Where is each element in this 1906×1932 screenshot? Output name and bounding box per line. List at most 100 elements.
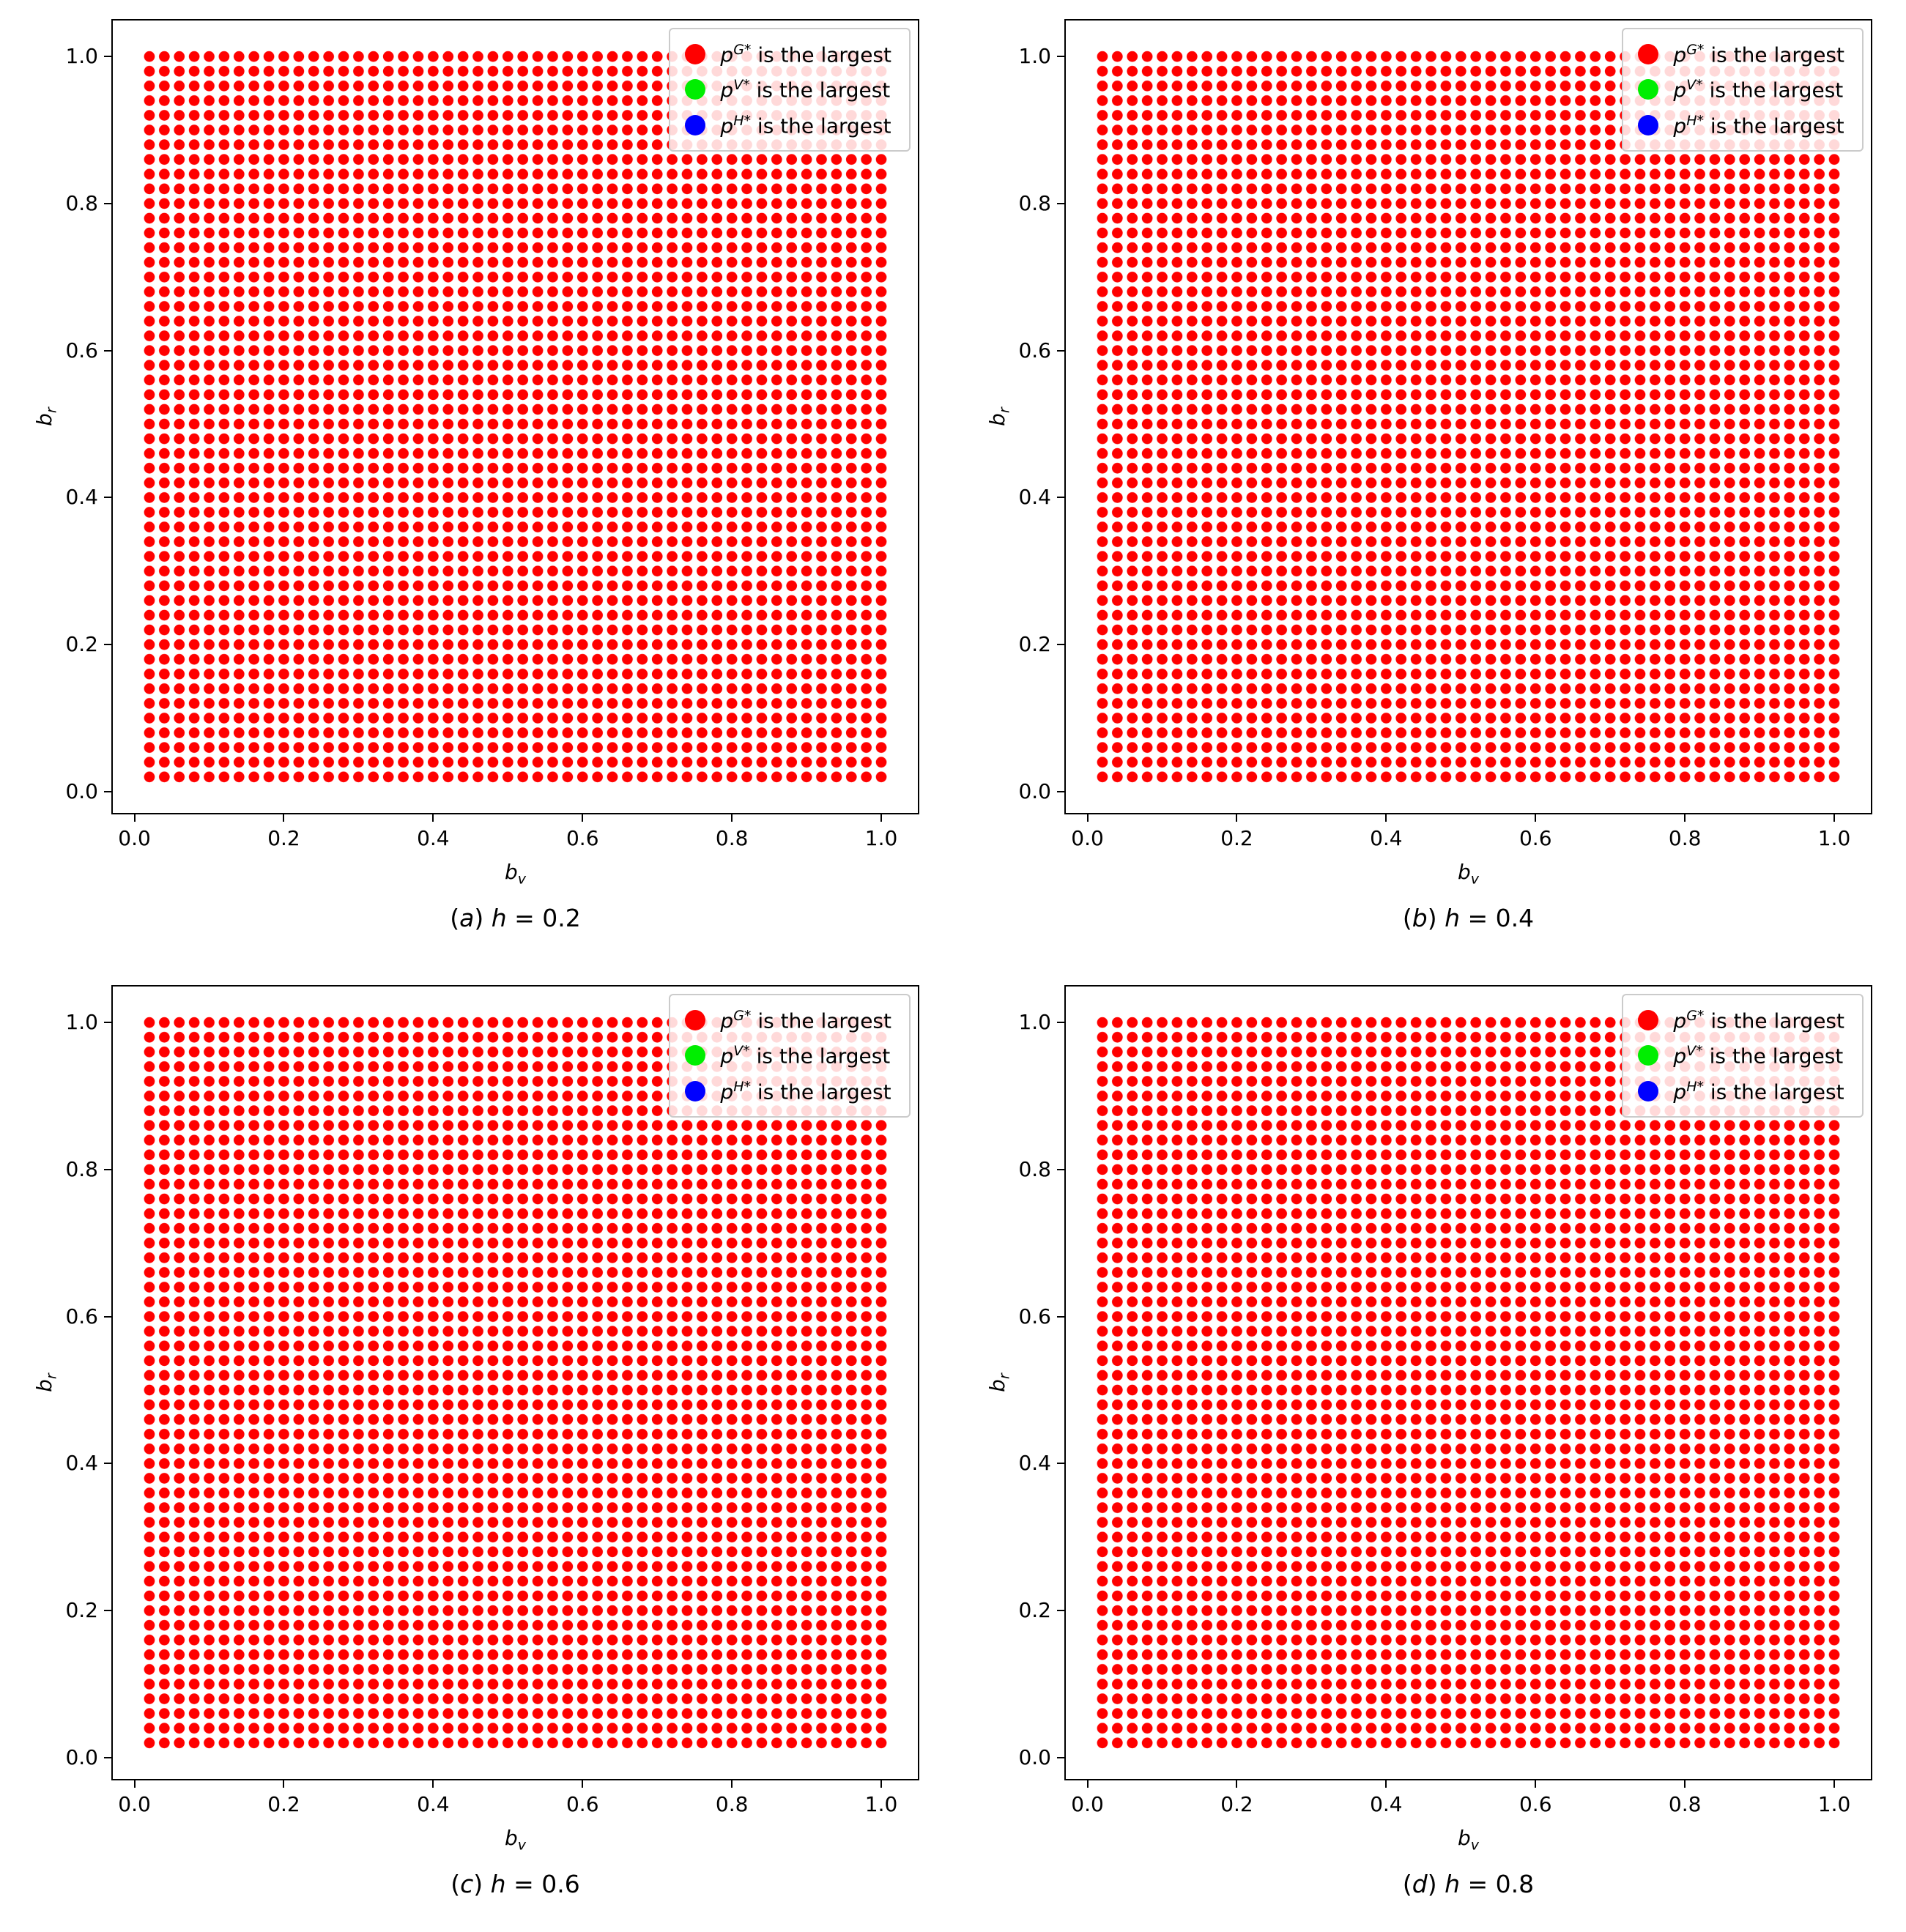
- legend-marker-icon: [685, 44, 706, 65]
- x-axis-label: bv: [504, 860, 527, 888]
- legend-label: pV* is the largest: [720, 1043, 891, 1069]
- x-tick-mark: [1535, 1780, 1537, 1788]
- y-tick-label: 0.8: [65, 190, 98, 215]
- y-tick-label: 0.2: [65, 1598, 98, 1623]
- x-tick-label: 0.2: [267, 1792, 300, 1816]
- plot-area-c: pG* is the largest pV* is the largest pH* …: [111, 985, 919, 1780]
- y-tick-label: 0.4: [65, 1451, 98, 1476]
- legend-label: pG* is the largest: [720, 1008, 891, 1033]
- y-tick-label: 0.4: [1018, 1451, 1051, 1476]
- y-tick-label: 0.2: [65, 632, 98, 657]
- x-tick-label: 0.2: [1220, 826, 1253, 850]
- scatter-dots-b: [1094, 49, 1842, 784]
- x-tick-mark: [1385, 814, 1387, 822]
- y-tick-mark: [104, 1022, 111, 1024]
- y-tick-label: 1.0: [65, 44, 98, 69]
- legend-a: pG* is the largest pV* is the largest pH* …: [669, 28, 911, 152]
- y-tick-label: 0.8: [65, 1156, 98, 1181]
- x-tick-label: 0.6: [566, 1792, 599, 1816]
- x-tick-mark: [432, 814, 434, 822]
- legend-item-1: pV* is the largest: [1634, 1038, 1849, 1073]
- legend-item-0: pG* is the largest: [1634, 37, 1849, 72]
- plot-area-a: pG* is the largest pV* is the largest pH* …: [111, 19, 919, 814]
- x-tick-mark: [731, 1780, 733, 1788]
- legend-marker-icon: [685, 1045, 706, 1066]
- y-tick-mark: [1057, 349, 1064, 352]
- legend-item-2: pH* is the largest: [681, 108, 896, 143]
- x-tick-label: 0.8: [715, 1792, 749, 1816]
- legend-label: pG* is the largest: [720, 42, 891, 67]
- legend-c: pG* is the largest pV* is the largest pH* …: [669, 994, 911, 1118]
- scatter-dots-c: [141, 1015, 889, 1750]
- x-axis-label: bv: [504, 1826, 527, 1854]
- y-tick-mark: [104, 790, 111, 792]
- y-tick-mark: [1057, 1315, 1064, 1318]
- legend-item-1: pV* is the largest: [681, 1038, 896, 1073]
- x-tick-mark: [1833, 814, 1836, 822]
- y-tick-label: 0.8: [1018, 1156, 1051, 1181]
- legend-label: pH* is the largest: [1673, 112, 1844, 138]
- legend-item-1: pV* is the largest: [1634, 72, 1849, 107]
- legend-label: pH* is the largest: [1673, 1078, 1844, 1104]
- legend-marker-icon: [1638, 44, 1659, 65]
- x-tick-mark: [432, 1780, 434, 1788]
- y-tick-mark: [104, 497, 111, 499]
- legend-item-0: pG* is the largest: [681, 1003, 896, 1038]
- scatter-dots-d: [1094, 1015, 1842, 1750]
- y-tick-label: 1.0: [1018, 44, 1051, 69]
- y-tick-label: 0.4: [1018, 485, 1051, 510]
- x-tick-label: 0.2: [1220, 1792, 1253, 1816]
- x-tick-label: 0.4: [1370, 826, 1403, 850]
- plot-area-d: pG* is the largest pV* is the largest pH* …: [1064, 985, 1872, 1780]
- figure-panel-a: pG* is the largest pV* is the largest pH* …: [0, 0, 953, 966]
- figure-panel-c: pG* is the largest pV* is the largest pH* …: [0, 966, 953, 1932]
- caption-b: (b) h = 0.4: [1402, 904, 1535, 932]
- x-tick-mark: [582, 814, 584, 822]
- legend-marker-icon: [685, 1080, 706, 1101]
- y-tick-mark: [1057, 1610, 1064, 1612]
- y-tick-label: 1.0: [65, 1010, 98, 1035]
- x-tick-mark: [133, 814, 136, 822]
- y-axis-label: br: [32, 407, 60, 426]
- legend-marker-icon: [1638, 1080, 1659, 1101]
- legend-label: pG* is the largest: [1673, 42, 1844, 67]
- scatter-dots-a: [141, 49, 889, 784]
- figure-panel-b: pG* is the largest pV* is the largest pH* …: [953, 0, 1906, 966]
- y-tick-label: 0.0: [1018, 1745, 1051, 1769]
- x-tick-mark: [283, 1780, 285, 1788]
- legend-item-2: pH* is the largest: [1634, 108, 1849, 143]
- legend-b: pG* is the largest pV* is the largest pH* …: [1622, 28, 1864, 152]
- x-tick-label: 0.4: [417, 1792, 450, 1816]
- legend-marker-icon: [1638, 1010, 1659, 1031]
- x-tick-label: 0.8: [715, 826, 749, 850]
- y-tick-label: 0.8: [1018, 190, 1051, 215]
- y-tick-mark: [104, 644, 111, 646]
- y-tick-mark: [104, 1168, 111, 1170]
- x-tick-label: 0.2: [267, 826, 300, 850]
- caption-d: (d) h = 0.8: [1402, 1870, 1535, 1898]
- y-axis-label: br: [985, 407, 1013, 426]
- y-tick-mark: [104, 1463, 111, 1465]
- legend-item-2: pH* is the largest: [1634, 1074, 1849, 1109]
- x-tick-label: 0.0: [1071, 826, 1104, 850]
- x-tick-mark: [1535, 814, 1537, 822]
- x-axis-label: bv: [1457, 1826, 1480, 1854]
- y-tick-mark: [1057, 497, 1064, 499]
- x-tick-label: 0.6: [1519, 826, 1552, 850]
- y-tick-mark: [104, 56, 111, 58]
- plot-area-b: pG* is the largest pV* is the largest pH* …: [1064, 19, 1872, 814]
- y-tick-mark: [104, 1756, 111, 1758]
- x-tick-label: 0.0: [1071, 1792, 1104, 1816]
- y-tick-mark: [104, 349, 111, 352]
- x-tick-label: 1.0: [1817, 1792, 1851, 1816]
- y-tick-label: 0.6: [65, 1304, 98, 1329]
- x-tick-mark: [1385, 1780, 1387, 1788]
- y-tick-label: 0.6: [1018, 1304, 1051, 1329]
- x-tick-mark: [582, 1780, 584, 1788]
- y-tick-mark: [1057, 1463, 1064, 1465]
- y-tick-mark: [1057, 1756, 1064, 1758]
- x-tick-label: 0.4: [417, 826, 450, 850]
- y-tick-label: 0.0: [65, 1745, 98, 1769]
- x-tick-label: 0.8: [1668, 826, 1702, 850]
- y-tick-label: 0.6: [1018, 338, 1051, 363]
